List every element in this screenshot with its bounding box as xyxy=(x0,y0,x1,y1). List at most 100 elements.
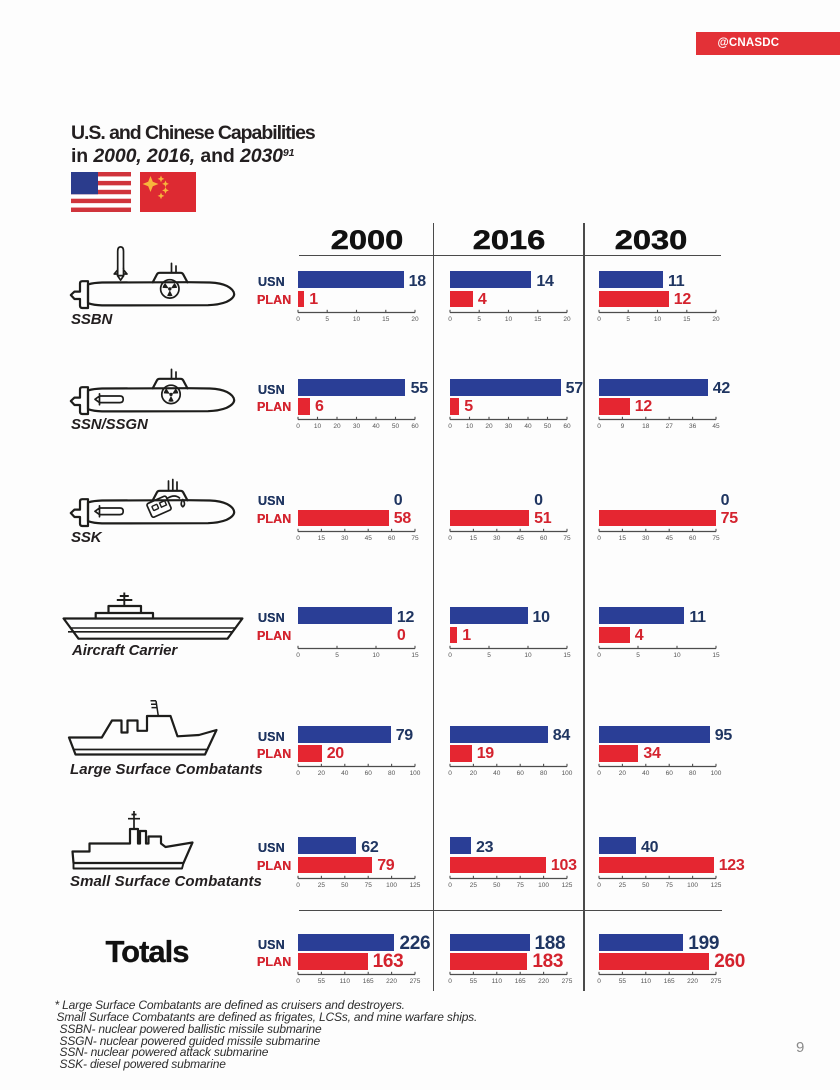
svg-text:18: 18 xyxy=(642,423,650,430)
svg-text:20: 20 xyxy=(712,316,720,323)
svg-text:100: 100 xyxy=(410,770,421,777)
svg-text:20: 20 xyxy=(618,770,626,777)
svg-text:50: 50 xyxy=(392,423,400,430)
svg-text:15: 15 xyxy=(563,652,571,659)
svg-text:5: 5 xyxy=(326,316,330,323)
svg-text:110: 110 xyxy=(340,978,351,985)
svg-text:0: 0 xyxy=(597,770,601,777)
svg-text:220: 220 xyxy=(687,978,698,985)
svg-text:9: 9 xyxy=(620,423,624,430)
svg-text:75: 75 xyxy=(712,535,720,542)
svg-text:40: 40 xyxy=(341,770,349,777)
svg-text:100: 100 xyxy=(687,882,698,889)
svg-text:20: 20 xyxy=(485,423,493,430)
svg-text:0: 0 xyxy=(296,316,300,323)
svg-text:75: 75 xyxy=(412,535,420,542)
svg-text:15: 15 xyxy=(683,316,691,323)
svg-text:55: 55 xyxy=(318,978,326,985)
svg-text:275: 275 xyxy=(710,978,721,985)
svg-text:45: 45 xyxy=(365,535,373,542)
svg-text:60: 60 xyxy=(563,423,571,430)
svg-text:10: 10 xyxy=(504,316,512,323)
svg-text:100: 100 xyxy=(710,770,721,777)
svg-text:15: 15 xyxy=(382,316,390,323)
svg-text:30: 30 xyxy=(642,535,650,542)
svg-text:165: 165 xyxy=(663,978,674,985)
svg-text:100: 100 xyxy=(561,770,572,777)
svg-text:60: 60 xyxy=(516,770,524,777)
svg-text:0: 0 xyxy=(448,423,452,430)
svg-text:30: 30 xyxy=(353,423,361,430)
svg-text:60: 60 xyxy=(388,535,396,542)
svg-text:75: 75 xyxy=(365,882,373,889)
svg-text:0: 0 xyxy=(296,770,300,777)
svg-text:15: 15 xyxy=(618,535,626,542)
svg-text:0: 0 xyxy=(296,652,300,659)
svg-text:30: 30 xyxy=(341,535,349,542)
svg-text:20: 20 xyxy=(318,770,326,777)
svg-text:55: 55 xyxy=(469,978,477,985)
svg-text:40: 40 xyxy=(642,770,650,777)
svg-text:45: 45 xyxy=(665,535,673,542)
svg-text:75: 75 xyxy=(516,882,524,889)
svg-text:0: 0 xyxy=(597,652,601,659)
svg-text:60: 60 xyxy=(412,423,420,430)
svg-text:50: 50 xyxy=(341,882,349,889)
svg-text:220: 220 xyxy=(386,978,397,985)
svg-text:80: 80 xyxy=(689,770,697,777)
svg-text:25: 25 xyxy=(318,882,326,889)
svg-text:60: 60 xyxy=(665,770,673,777)
svg-text:110: 110 xyxy=(640,978,651,985)
svg-text:0: 0 xyxy=(296,978,300,985)
svg-text:0: 0 xyxy=(448,652,452,659)
svg-text:45: 45 xyxy=(712,423,720,430)
svg-text:15: 15 xyxy=(318,535,326,542)
svg-text:15: 15 xyxy=(412,652,420,659)
svg-text:5: 5 xyxy=(477,316,481,323)
svg-text:10: 10 xyxy=(314,423,322,430)
svg-text:100: 100 xyxy=(538,882,549,889)
svg-text:27: 27 xyxy=(665,423,673,430)
svg-text:20: 20 xyxy=(412,316,420,323)
svg-text:80: 80 xyxy=(388,770,396,777)
svg-text:60: 60 xyxy=(689,535,697,542)
svg-text:25: 25 xyxy=(469,882,477,889)
svg-text:5: 5 xyxy=(487,652,491,659)
svg-text:20: 20 xyxy=(334,423,342,430)
svg-text:10: 10 xyxy=(353,316,361,323)
svg-text:165: 165 xyxy=(514,978,525,985)
svg-text:50: 50 xyxy=(642,882,650,889)
svg-text:15: 15 xyxy=(469,535,477,542)
svg-text:20: 20 xyxy=(563,316,571,323)
svg-text:50: 50 xyxy=(493,882,501,889)
svg-text:100: 100 xyxy=(386,882,397,889)
svg-text:15: 15 xyxy=(712,652,720,659)
svg-text:10: 10 xyxy=(673,652,681,659)
svg-text:80: 80 xyxy=(539,770,547,777)
svg-text:40: 40 xyxy=(493,770,501,777)
svg-text:0: 0 xyxy=(597,535,601,542)
svg-text:0: 0 xyxy=(296,535,300,542)
svg-text:36: 36 xyxy=(689,423,697,430)
svg-text:0: 0 xyxy=(296,423,300,430)
svg-text:275: 275 xyxy=(410,978,421,985)
svg-text:10: 10 xyxy=(465,423,473,430)
svg-text:75: 75 xyxy=(665,882,673,889)
svg-text:0: 0 xyxy=(597,316,601,323)
svg-text:5: 5 xyxy=(636,652,640,659)
svg-text:0: 0 xyxy=(448,316,452,323)
svg-text:0: 0 xyxy=(597,978,601,985)
svg-text:30: 30 xyxy=(504,423,512,430)
svg-text:0: 0 xyxy=(448,882,452,889)
svg-text:5: 5 xyxy=(626,316,630,323)
svg-text:20: 20 xyxy=(469,770,477,777)
svg-text:30: 30 xyxy=(493,535,501,542)
svg-text:10: 10 xyxy=(373,652,381,659)
svg-text:10: 10 xyxy=(653,316,661,323)
svg-text:110: 110 xyxy=(491,978,502,985)
svg-text:0: 0 xyxy=(597,882,601,889)
svg-text:40: 40 xyxy=(524,423,532,430)
svg-text:0: 0 xyxy=(448,770,452,777)
svg-text:60: 60 xyxy=(365,770,373,777)
svg-text:0: 0 xyxy=(448,978,452,985)
